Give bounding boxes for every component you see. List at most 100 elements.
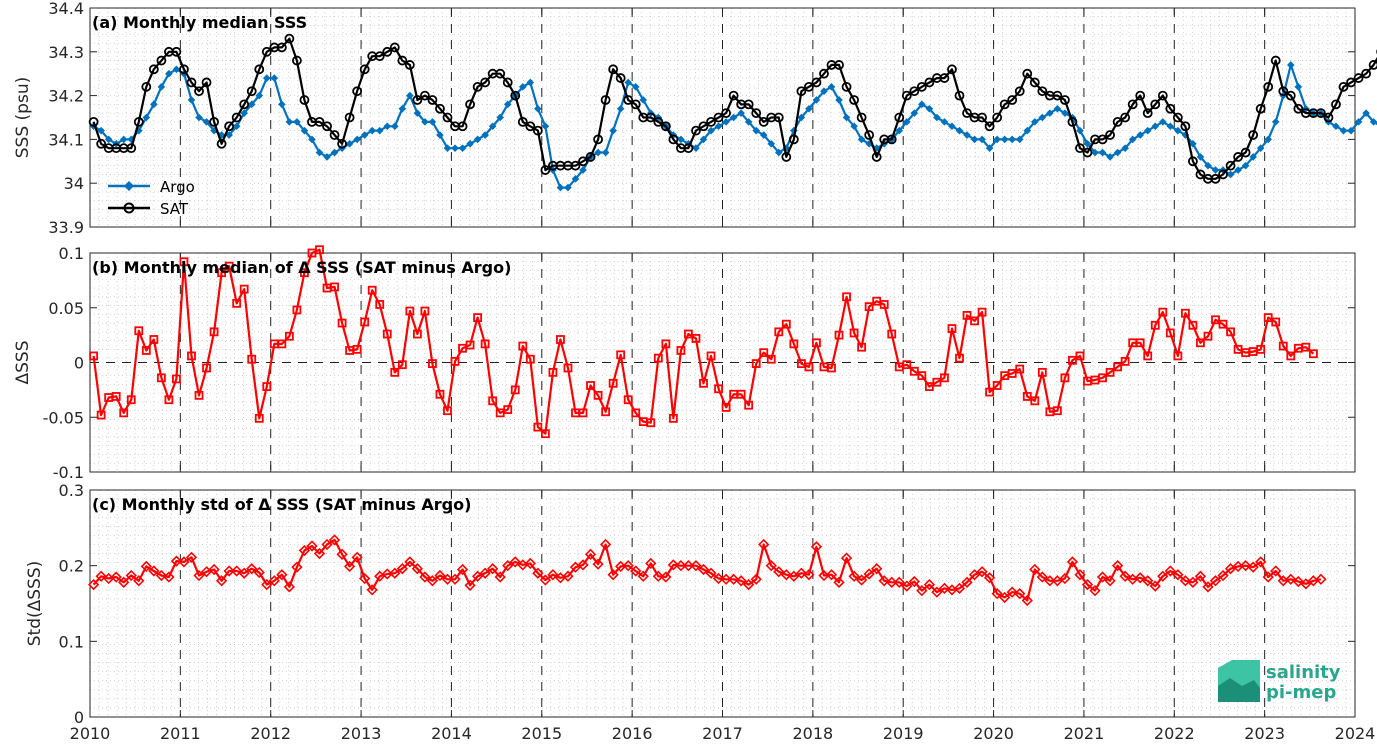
data-point: [1233, 152, 1243, 162]
data-point: [427, 95, 438, 105]
data-point: [315, 148, 324, 157]
data-point: [1172, 569, 1184, 581]
data-point: [864, 130, 875, 140]
data-point: [1210, 173, 1221, 184]
data-point: [1292, 575, 1304, 588]
data-point: [253, 566, 265, 579]
data-point: [397, 55, 408, 66]
data-point: [1255, 103, 1266, 114]
data-point: [449, 573, 461, 585]
data-point: [398, 104, 407, 113]
data-point: [1218, 169, 1228, 180]
data-point: [1142, 108, 1153, 119]
data-point: [337, 318, 347, 328]
data-point: [278, 100, 286, 109]
data-point: [1346, 77, 1356, 88]
data-point: [436, 131, 444, 139]
data-point: [758, 116, 769, 127]
data-point: [637, 570, 649, 582]
panel-c: 0 0.1 0.2 0.3 Std(ΔSSS) (c) Monthly std of Δ …: [25, 481, 1356, 727]
data-point: [1075, 351, 1085, 361]
data-point: [893, 576, 905, 588]
data-point: [155, 569, 168, 582]
data-point: [238, 567, 250, 579]
data-point: [1361, 68, 1371, 79]
data-point: [584, 548, 597, 560]
data-point: [246, 86, 257, 97]
data-point: [1353, 73, 1364, 83]
data-point: [171, 46, 182, 57]
data-point: [1300, 578, 1312, 590]
data-point: [261, 578, 273, 591]
data-point: [849, 95, 859, 105]
data-point: [1339, 126, 1348, 135]
data-point: [284, 33, 295, 44]
data-point: [261, 46, 272, 57]
data-point: [827, 363, 836, 373]
data-point: [623, 95, 634, 105]
data-point: [1286, 351, 1296, 361]
data-point: [955, 126, 964, 135]
data-point: [812, 96, 821, 104]
y-tick-label: 0.05: [48, 299, 84, 318]
data-point: [457, 121, 468, 132]
data-point: [608, 378, 618, 388]
data-point: [925, 104, 934, 113]
data-point: [149, 335, 159, 344]
data-point: [201, 77, 212, 88]
data-point: [473, 313, 483, 323]
data-point: [773, 112, 784, 123]
y-tick-label: 0.3: [59, 481, 84, 500]
data-point: [195, 113, 203, 122]
data-point: [539, 574, 552, 586]
data-point: [1134, 572, 1146, 584]
data-point: [1315, 573, 1327, 585]
data-point: [947, 324, 957, 333]
data-point: [857, 342, 867, 352]
data-point: [834, 330, 844, 340]
salinity-pi-mep-logo: salinity pi-mep: [1218, 660, 1341, 703]
data-point: [1187, 576, 1199, 588]
data-point: [428, 359, 437, 368]
data-point: [1121, 144, 1129, 152]
data-point: [382, 46, 393, 57]
data-point: [1008, 135, 1017, 144]
data-point: [789, 339, 799, 349]
data-point: [456, 563, 469, 576]
data-point: [1150, 320, 1160, 330]
data-point: [1209, 575, 1222, 587]
data-point: [270, 74, 279, 82]
data-point: [825, 569, 838, 581]
series-c: [87, 534, 1327, 607]
data-point: [1278, 86, 1289, 97]
data-point: [89, 351, 99, 361]
data-point: [1066, 556, 1079, 568]
data-point: [225, 131, 233, 139]
data-point: [502, 77, 513, 88]
y-tick-label: 34.3: [48, 43, 84, 62]
data-point: [406, 91, 414, 100]
data-point: [285, 118, 294, 126]
panel-a: 33.9 34 34.1 34.2 34.3 34.4 SSS (psu) (a) Month…: [13, 0, 1377, 237]
data-point: [923, 578, 936, 591]
data-point: [503, 100, 512, 109]
data-point: [217, 131, 226, 139]
data-point: [976, 566, 988, 578]
data-point: [224, 261, 234, 271]
data-point: [383, 122, 392, 131]
data-point: [209, 327, 219, 337]
data-point: [668, 134, 679, 145]
data-point: [1021, 594, 1033, 607]
data-point: [240, 109, 249, 117]
data-point: [308, 135, 316, 144]
data-point: [1294, 83, 1303, 91]
data-point: [472, 81, 483, 92]
data-point: [1316, 108, 1326, 119]
data-point: [314, 116, 325, 127]
legend-argo-label: Argo: [160, 178, 195, 196]
data-point: [765, 560, 777, 572]
x-tick-label: 2010: [70, 724, 111, 743]
data-point: [217, 268, 227, 278]
data-point: [797, 113, 806, 122]
series-sat: [88, 33, 1377, 184]
